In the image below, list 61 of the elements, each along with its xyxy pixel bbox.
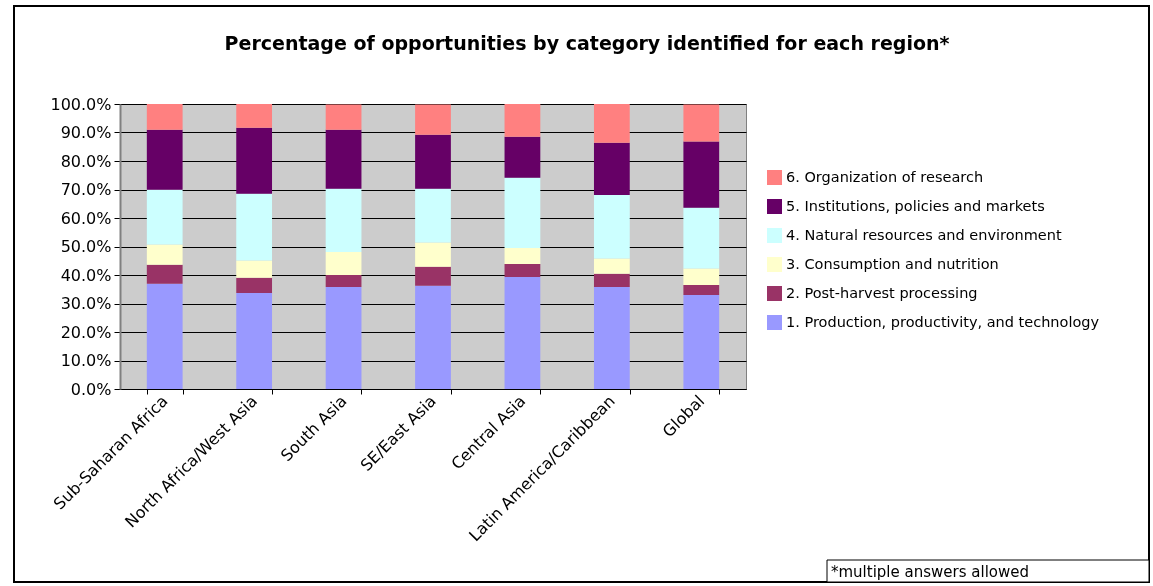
legend-label: 5. Institutions, policies and markets [786,197,1045,214]
bar [236,104,273,128]
bar [504,177,541,248]
legend-label: 4. Natural resources and environment [786,226,1062,243]
bar [415,285,451,389]
bar [415,134,451,189]
bar [593,258,630,274]
bar [593,194,630,259]
bar [236,277,273,293]
bar [146,129,183,190]
bar [504,263,541,277]
bar [683,207,720,269]
bar [146,264,183,284]
bar [325,275,362,287]
bar [504,247,541,264]
bar [504,136,541,178]
bar [146,104,183,130]
bar [236,260,273,278]
y-tick-label: 60.0% [60,208,112,228]
bar [236,292,273,389]
bar [146,244,183,265]
y-tick-label: 40.0% [60,265,112,285]
y-tick-label: 90.0% [60,123,112,142]
bar [593,142,630,195]
bar [146,283,183,389]
y-tick-label: 0.0% [70,379,112,399]
bar [504,277,541,389]
bar [325,104,362,130]
y-tick-label: 20.0% [60,322,112,342]
bar [325,286,362,389]
y-tick-label: 70.0% [60,180,112,199]
bar [415,188,451,243]
bar [415,242,451,267]
bar [683,294,720,389]
y-tick-label: 100.0% [50,94,112,114]
bar [146,189,183,245]
bar [683,284,720,295]
bar [593,286,630,389]
bar [683,268,720,285]
bar [593,273,630,287]
bar [236,193,273,261]
chart-title: Percentage of opportunities by category identified for each region* [224,32,950,54]
bar [504,104,541,137]
bar [415,266,451,286]
y-tick-label: 10.0% [60,351,112,370]
bar [415,104,451,135]
legend-label: 1. Production, productivity, and technology [786,313,1100,330]
y-tick-label: 80.0% [60,151,112,171]
bar [236,127,273,194]
bar [325,251,362,275]
text: *multiple answers allowed [831,563,1030,581]
bar [593,104,630,143]
legend-label: 2. Post-harvest processing [786,284,978,301]
y-tick-label: 30.0% [60,294,112,313]
bar [683,104,720,142]
bar [683,141,720,208]
y-tick-label: 50.0% [60,237,112,256]
legend-label: 6. Organization of research [786,168,984,185]
bar [325,129,362,189]
legend-label: 3. Consumption and nutrition [786,255,999,272]
bar [325,188,362,252]
